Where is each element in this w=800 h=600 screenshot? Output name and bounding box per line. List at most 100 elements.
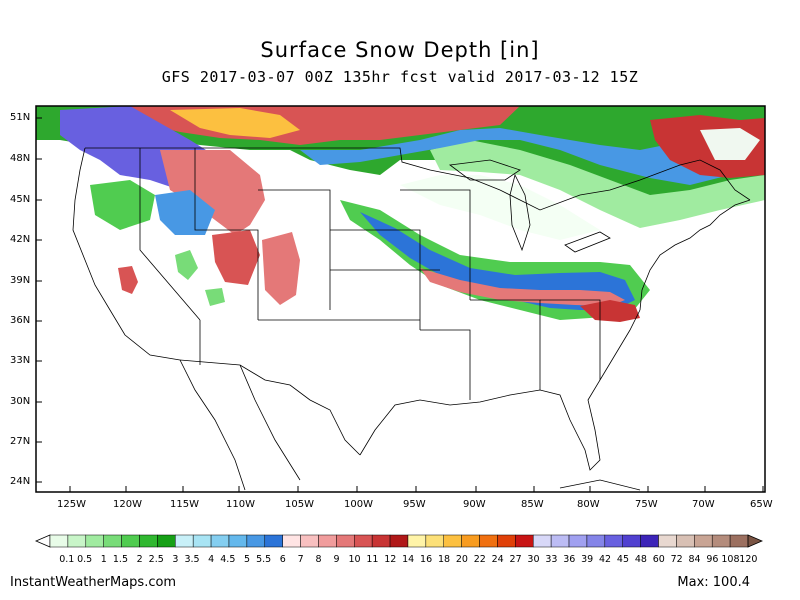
colorbar-swatch-16 — [336, 534, 355, 548]
great-lake-michigan — [509, 173, 531, 252]
colorbar-label-16: 10 — [348, 554, 361, 565]
colorbar-swatch-1 — [67, 534, 87, 548]
colorbar-swatch-7 — [175, 534, 194, 548]
lat-label-24N: 24N — [10, 476, 31, 487]
colorbar-swatch-27 — [532, 534, 552, 548]
snow-patch-utah — [212, 230, 260, 285]
colorbar-label-26: 30 — [527, 554, 540, 565]
colorbar-label-23: 22 — [473, 554, 486, 565]
colorbar-label-1: 0.5 — [77, 554, 93, 565]
colorbar-label-7: 3.5 — [184, 554, 200, 565]
colorbar-label-36: 96 — [706, 554, 719, 565]
colorbar-swatch-30 — [586, 534, 606, 548]
colorbar-swatch-15 — [318, 534, 337, 548]
colorbar-label-31: 45 — [616, 554, 629, 565]
colorbar-label-15: 9 — [333, 554, 340, 565]
max-value-label: Max: 100.4 — [677, 575, 750, 590]
colorbar-label-2: 1 — [100, 554, 107, 565]
colorbar-label-25: 27 — [509, 554, 522, 565]
map-frame — [35, 105, 766, 493]
colorbar-label-24: 24 — [491, 554, 504, 565]
colorbar-label-27: 33 — [545, 554, 558, 565]
state-line-9 — [400, 189, 471, 300]
chart-title: Surface Snow Depth [in] — [260, 38, 540, 62]
snow-field-northeast-white — [700, 128, 760, 160]
colorbar-left-arrow — [34, 534, 51, 548]
west-coast — [72, 147, 181, 361]
snow-field-orange-north — [170, 108, 300, 138]
colorbar-label-32: 48 — [634, 554, 647, 565]
state-line-1 — [139, 148, 201, 321]
snow-patch-arizona — [175, 250, 198, 280]
colorbar-label-38: 120 — [739, 554, 758, 565]
colorbar-label-19: 14 — [402, 554, 415, 565]
colorbar-label-12: 6 — [279, 554, 286, 565]
state-line-10 — [540, 299, 601, 380]
colorbar-swatch-18 — [371, 534, 391, 548]
lon-label-70W: 70W — [692, 499, 715, 510]
boundaries — [72, 147, 751, 491]
colorbar-swatch-5 — [139, 534, 158, 548]
lon-label-90W: 90W — [463, 499, 486, 510]
snow-field-blue-north — [300, 128, 765, 185]
lon-label-75W: 75W — [635, 499, 658, 510]
snow-band-red — [420, 268, 625, 306]
lat-label-27N: 27N — [10, 436, 31, 447]
state-line-7 — [420, 329, 471, 400]
colorbar — [34, 534, 764, 548]
lat-label-39N: 39N — [10, 275, 31, 286]
colorbar-swatch-36 — [694, 534, 713, 548]
colorbar-swatch-17 — [354, 534, 373, 548]
colorbar-swatch-33 — [640, 534, 659, 548]
colorbar-label-18: 12 — [384, 554, 397, 565]
great-lake-erie — [564, 231, 611, 253]
lon-label-105W: 105W — [285, 499, 314, 510]
snow-patch-colorado — [262, 232, 300, 305]
colorbar-label-29: 39 — [581, 554, 594, 565]
lon-label-110W: 110W — [226, 499, 255, 510]
colorbar-right-arrow — [747, 534, 764, 548]
lon-label-120W: 120W — [113, 499, 142, 510]
colorbar-swatch-3 — [103, 534, 122, 548]
snow-band-blue — [360, 212, 635, 310]
colorbar-label-17: 11 — [366, 554, 379, 565]
colorbar-label-9: 4.5 — [220, 554, 236, 565]
colorbar-swatch-12 — [264, 534, 283, 548]
lat-label-36N: 36N — [10, 315, 31, 326]
colorbar-label-21: 18 — [437, 554, 451, 565]
colorbar-swatch-9 — [210, 534, 230, 548]
colorbar-swatch-19 — [389, 534, 409, 548]
colorbar-swatch-24 — [479, 534, 498, 548]
colorbar-label-14: 8 — [315, 554, 322, 565]
snow-patch-oregon — [90, 180, 155, 230]
colorbar-swatch-35 — [676, 534, 695, 548]
lat-label-48N: 48N — [10, 153, 31, 164]
colorbar-swatch-14 — [300, 534, 319, 548]
colorbar-swatch-38 — [729, 534, 749, 548]
snow-patch-sierra — [118, 266, 138, 294]
colorbar-swatch-34 — [658, 534, 677, 548]
colorbar-label-3: 1.5 — [112, 554, 128, 565]
colorbar-swatch-22 — [443, 534, 462, 548]
colorbar-swatch-8 — [192, 534, 212, 548]
colorbar-swatch-23 — [461, 534, 480, 548]
colorbar-label-13: 7 — [297, 554, 304, 565]
lat-label-51N: 51N — [10, 112, 31, 123]
colorbar-swatch-29 — [568, 534, 588, 548]
colorbar-label-37: 108 — [721, 554, 740, 565]
colorbar-label-22: 20 — [455, 554, 468, 565]
colorbar-label-4: 2 — [136, 554, 143, 565]
colorbar-swatch-4 — [121, 534, 140, 548]
snow-patch-nm — [205, 288, 225, 306]
colorbar-label-8: 4 — [208, 554, 215, 565]
snow-patch-idaho — [155, 190, 215, 235]
colorbar-swatch-21 — [425, 534, 444, 548]
snow-field-red-rockies — [160, 150, 265, 235]
state-line-4 — [330, 229, 421, 330]
colorbar-label-10: 5 — [243, 554, 251, 565]
colorbar-swatch-13 — [282, 534, 301, 548]
snow-band-virginia — [580, 300, 640, 322]
state-line-2 — [194, 148, 259, 320]
lon-label-85W: 85W — [521, 499, 544, 510]
us-mexico-border — [179, 359, 361, 456]
